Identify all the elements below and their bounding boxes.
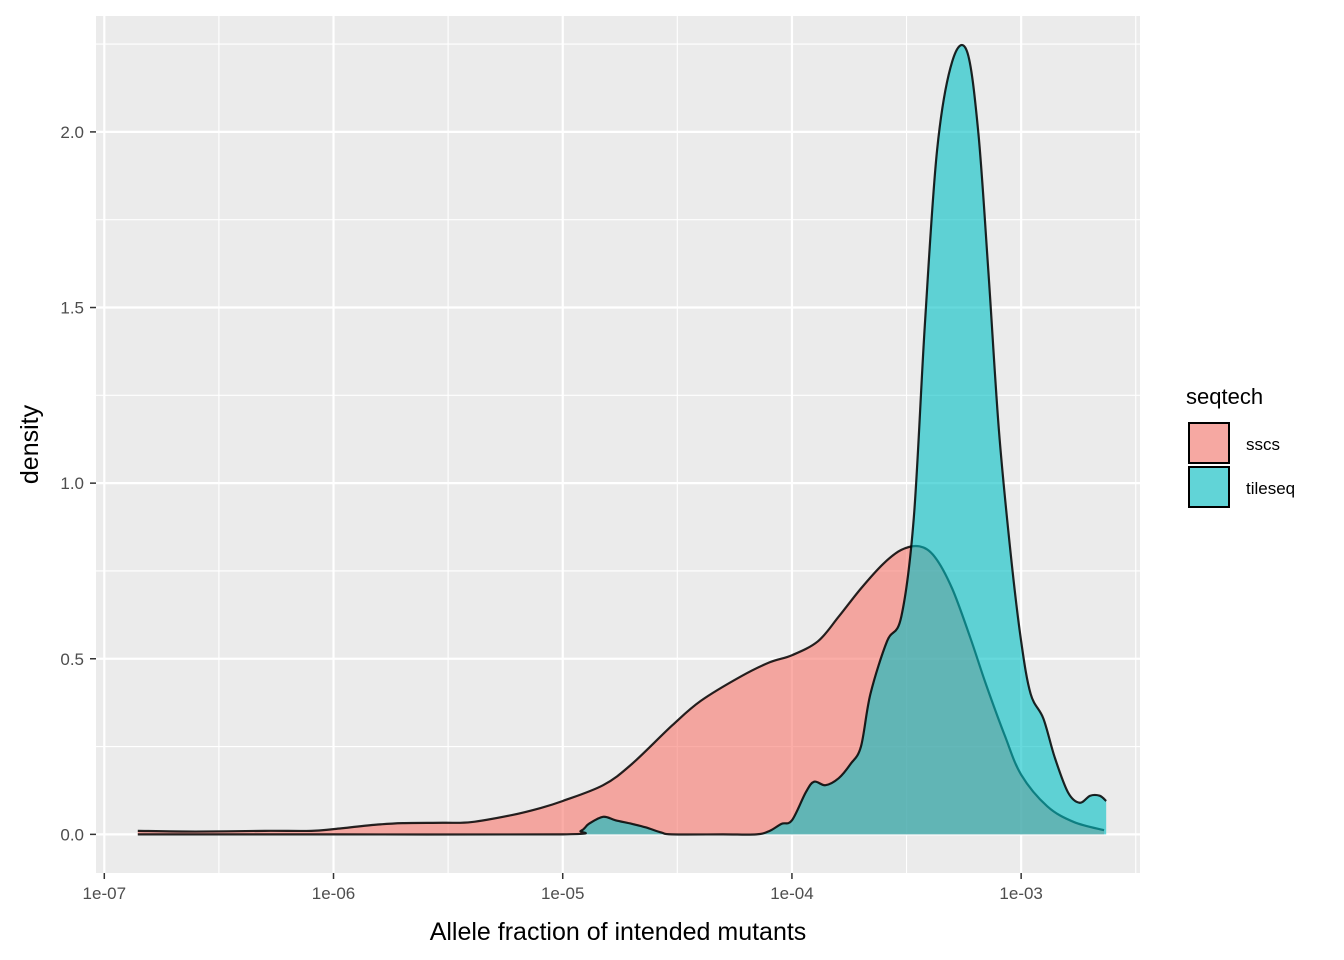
y-tick-label: 1.0 bbox=[60, 474, 84, 493]
line-tileseq bbox=[137, 43, 1107, 836]
x-tick-label: 1e-05 bbox=[541, 884, 584, 903]
legend: seqtech sscs tileseq bbox=[1186, 384, 1295, 508]
y-tick-label: 2.0 bbox=[60, 123, 84, 142]
y-tick-label: 0.0 bbox=[60, 825, 84, 844]
legend-label-tileseq: tileseq bbox=[1246, 479, 1295, 498]
x-axis: 1e-07 1e-06 1e-05 1e-04 1e-03 bbox=[83, 873, 1043, 903]
y-tick-label: 0.5 bbox=[60, 650, 84, 669]
legend-key-sscs bbox=[1188, 422, 1230, 464]
x-tick-label: 1e-03 bbox=[999, 884, 1042, 903]
y-axis-title: density bbox=[16, 404, 44, 484]
x-tick-label: 1e-07 bbox=[83, 884, 126, 903]
legend-key-tileseq bbox=[1188, 466, 1230, 508]
x-tick-label: 1e-04 bbox=[770, 884, 813, 903]
density-areas bbox=[137, 43, 1107, 836]
legend-title: seqtech bbox=[1186, 384, 1263, 409]
area-tileseq bbox=[137, 44, 1107, 835]
x-axis-title: Allele fraction of intended mutants bbox=[430, 918, 807, 946]
y-axis: 0.0 0.5 1.0 1.5 2.0 bbox=[60, 123, 96, 844]
x-tick-label: 1e-06 bbox=[312, 884, 355, 903]
y-tick-label: 1.5 bbox=[60, 299, 84, 318]
legend-label-sscs: sscs bbox=[1246, 435, 1280, 454]
